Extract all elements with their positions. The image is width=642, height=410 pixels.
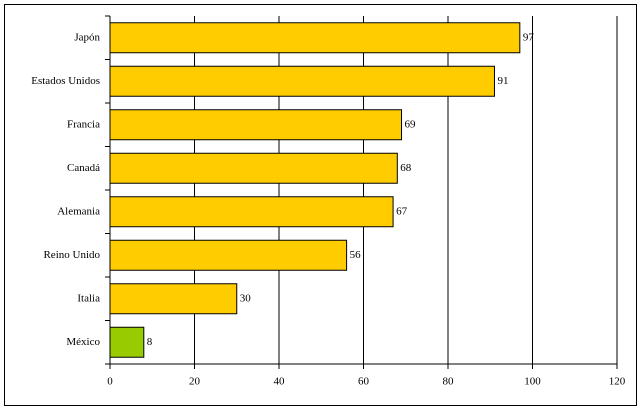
data-label: 67 xyxy=(396,205,408,217)
y-tick-label: Italia xyxy=(77,292,100,304)
data-label: 56 xyxy=(350,249,362,261)
bar xyxy=(109,283,238,315)
y-tick-label: Canadá xyxy=(67,162,100,174)
y-tick-label: México xyxy=(66,336,100,348)
y-tick-label: Francia xyxy=(67,118,100,130)
data-label: 8 xyxy=(147,336,153,348)
bar xyxy=(109,152,398,184)
bar xyxy=(109,326,145,358)
y-tick-label: Reino Unido xyxy=(43,249,100,261)
y-tick-label: Japón xyxy=(74,31,100,43)
data-label: 97 xyxy=(523,31,535,43)
bar xyxy=(109,65,495,97)
x-tick-label: 60 xyxy=(358,376,370,388)
bar xyxy=(109,109,403,141)
x-tick-label: 120 xyxy=(609,376,626,388)
y-tick-label: Estados Unidos xyxy=(31,75,100,87)
x-tick-label: 20 xyxy=(189,376,201,388)
data-label: 30 xyxy=(240,292,252,304)
bar xyxy=(109,196,394,228)
data-label: 68 xyxy=(400,162,412,174)
x-tick-label: 80 xyxy=(443,376,455,388)
y-tick-label: Alemania xyxy=(57,205,100,217)
data-label: 69 xyxy=(405,118,417,130)
x-tick-label: 40 xyxy=(274,376,286,388)
data-label: 91 xyxy=(497,75,508,87)
x-tick-label: 100 xyxy=(524,376,541,388)
bar xyxy=(109,239,348,271)
bar xyxy=(109,22,521,54)
x-tick-label: 0 xyxy=(107,376,113,388)
